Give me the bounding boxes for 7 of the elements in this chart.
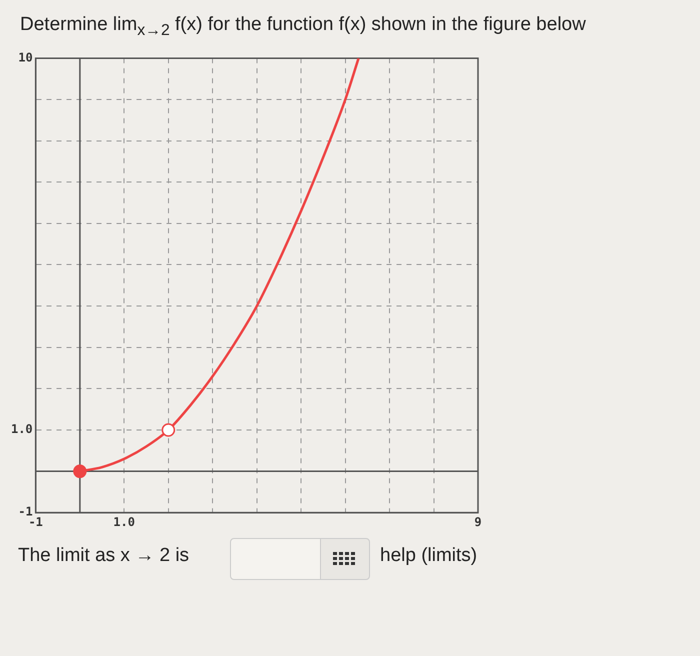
x-tick-label: 9 <box>474 514 482 529</box>
x-tick-label: 1.0 <box>113 514 135 529</box>
y-tick-label: 1.0 <box>10 422 33 436</box>
text: The limit as x → 2 is <box>18 545 190 567</box>
text: help (limits) <box>380 545 478 567</box>
chart-title: Determine lim$_{x→2}$ f(x) for the function f(x) shown in the figure below <box>20 14 586 40</box>
y-tick-label: 10 <box>18 50 33 64</box>
